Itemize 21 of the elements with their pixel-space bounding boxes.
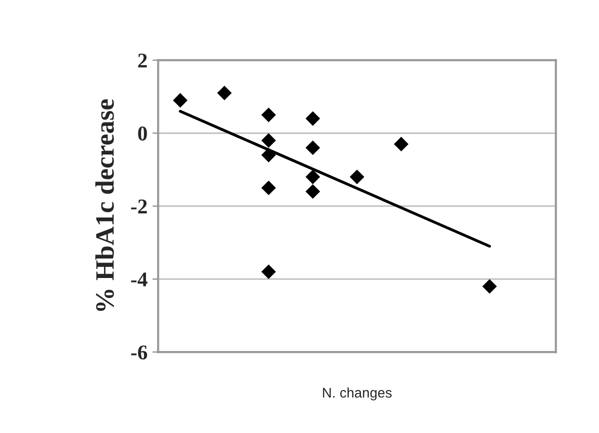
point [350,170,364,184]
point [394,136,408,152]
point [261,108,276,122]
y-tick-label: 0 [138,126,147,141]
point [261,264,276,280]
point [217,86,232,100]
point [261,180,276,196]
point [306,111,320,126]
y-tick-label: -6 [131,345,148,360]
y-axis-title: % HbA1c decrease [95,99,114,311]
point [482,279,497,294]
point [261,133,276,148]
point [306,170,320,184]
x-axis-title: N. changes [323,387,392,400]
point [172,93,188,108]
y-tick-label: 2 [138,54,147,68]
y-tick-label: -4 [131,272,148,286]
point [306,140,320,156]
point [306,184,320,199]
point [261,148,276,162]
y-tick-label: -2 [131,200,147,214]
